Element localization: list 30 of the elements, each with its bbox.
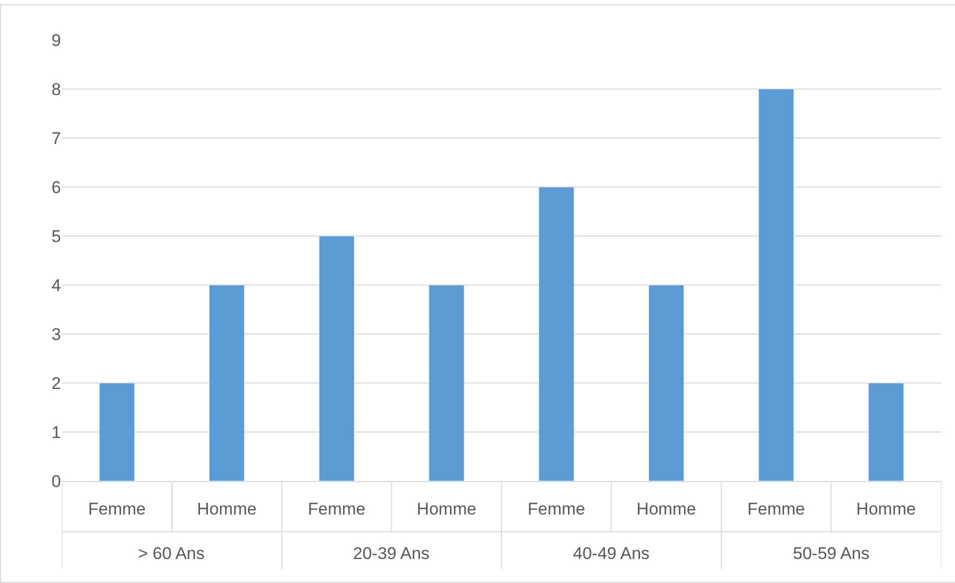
y-tick-label: 0 bbox=[52, 472, 61, 491]
x-tick-label: Femme bbox=[308, 499, 366, 518]
y-tick-label: 6 bbox=[52, 178, 61, 197]
text: 40-49 Ans bbox=[573, 544, 650, 563]
x-tick-label: Homme bbox=[636, 499, 696, 518]
text: 50-59 Ans bbox=[793, 544, 870, 563]
y-tick-label: 8 bbox=[52, 80, 61, 99]
y-tick-label: 1 bbox=[52, 422, 61, 442]
y-tick-label: 5 bbox=[52, 226, 61, 246]
x-tick-label: Homme bbox=[416, 499, 476, 518]
bar bbox=[538, 186, 574, 481]
bar bbox=[428, 284, 464, 481]
x-tick-label: Femme bbox=[88, 499, 146, 518]
bar bbox=[99, 382, 135, 481]
y-tick-label: 2 bbox=[52, 374, 61, 393]
bar bbox=[318, 236, 355, 481]
x-tick-label: Homme bbox=[856, 499, 916, 518]
x-tick-label: Femme bbox=[528, 499, 586, 518]
y-tick-label: 9 bbox=[52, 30, 61, 50]
bar bbox=[208, 284, 245, 481]
x-tick-label: Femme bbox=[747, 499, 806, 518]
y-tick-label: 3 bbox=[52, 324, 61, 344]
bar bbox=[648, 284, 684, 481]
text: 20-39 Ans bbox=[353, 544, 430, 563]
text: > 60 Ans bbox=[138, 544, 205, 563]
bar bbox=[868, 382, 904, 481]
y-tick-label: 4 bbox=[52, 276, 61, 295]
x-tick-label: Homme bbox=[197, 499, 257, 518]
bar bbox=[758, 88, 794, 481]
y-tick-label: 7 bbox=[52, 128, 61, 148]
